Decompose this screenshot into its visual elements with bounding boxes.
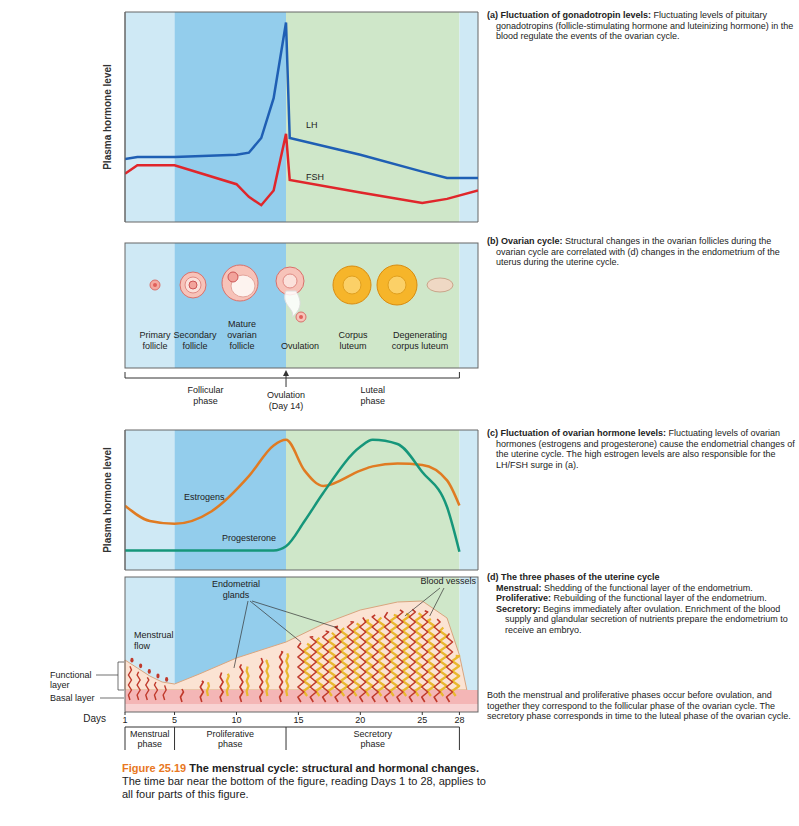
svg-text:Mature: Mature xyxy=(228,319,256,329)
svg-text:ovarian: ovarian xyxy=(227,330,257,340)
html-text:Figure 25.19 The menstrual cyc: Figure 25.19 The menstrual cycle: struct… xyxy=(122,762,479,774)
svg-text:follicle: follicle xyxy=(182,341,207,351)
svg-text:Ovulation: Ovulation xyxy=(267,390,305,400)
svg-text:Degenerating: Degenerating xyxy=(393,330,447,340)
svg-text:Plasma hormone level: Plasma hormone level xyxy=(102,64,113,170)
svg-text:5: 5 xyxy=(172,715,177,725)
svg-text:Basal layer: Basal layer xyxy=(50,693,95,703)
html-text:(a) Fluctuation of gonadotropi: (a) Fluctuation of gonadotropin levels: … xyxy=(487,10,794,41)
svg-text:FSH: FSH xyxy=(306,172,324,182)
svg-text:Primary: Primary xyxy=(140,330,171,340)
svg-text:Follicular: Follicular xyxy=(188,385,224,395)
svg-text:phase: phase xyxy=(193,396,218,406)
svg-text:28: 28 xyxy=(454,715,464,725)
svg-text:(Day 14): (Day 14) xyxy=(269,401,304,411)
svg-text:phase: phase xyxy=(360,739,385,749)
html-text:(c) Fluctuation of ovarian hor: (c) Fluctuation of ovarian hormone level… xyxy=(487,428,795,470)
svg-text:Days: Days xyxy=(83,713,106,724)
svg-text:Secretory: Secretory xyxy=(353,729,392,739)
svg-text:follicle: follicle xyxy=(142,341,167,351)
html-text:Proliferative: Rebuilding of t: Proliferative: Rebuilding of the functio… xyxy=(496,593,767,603)
svg-text:layer: layer xyxy=(50,680,70,690)
svg-text:Menstrual: Menstrual xyxy=(130,729,170,739)
svg-text:Estrogens: Estrogens xyxy=(184,492,225,502)
svg-text:Luteal: Luteal xyxy=(360,385,385,395)
svg-text:Ovulation: Ovulation xyxy=(281,341,319,351)
svg-text:Corpus: Corpus xyxy=(338,330,368,340)
svg-text:25: 25 xyxy=(417,715,427,725)
svg-text:Functional: Functional xyxy=(50,670,92,680)
html-text:(d) The three phases of the ut: (d) The three phases of the uterine cycl… xyxy=(487,572,660,582)
svg-text:phase: phase xyxy=(360,396,385,406)
svg-text:20: 20 xyxy=(355,715,365,725)
html-text:Both the menstrual and prolife: Both the menstrual and proliferative pha… xyxy=(487,690,791,721)
svg-text:Blood vessels: Blood vessels xyxy=(420,576,476,586)
svg-text:flow: flow xyxy=(134,641,151,651)
html-text:Menstrual: Shedding of the fun: Menstrual: Shedding of the functional la… xyxy=(496,582,753,593)
svg-text:phase: phase xyxy=(138,739,163,749)
svg-text:Proliferative: Proliferative xyxy=(207,729,255,739)
svg-text:Menstrual: Menstrual xyxy=(134,630,174,640)
svg-text:LH: LH xyxy=(306,120,318,130)
svg-text:Progesterone: Progesterone xyxy=(222,533,276,543)
svg-text:glands: glands xyxy=(223,590,250,600)
svg-text:phase: phase xyxy=(218,739,243,749)
svg-text:15: 15 xyxy=(293,715,303,725)
html-text:Secretory: Begins immediately: Secretory: Begins immediately after ovul… xyxy=(496,603,788,635)
svg-text:Endometrial: Endometrial xyxy=(212,579,260,589)
html-text:(b) Ovarian cycle: Structural: (b) Ovarian cycle: Structural changes in… xyxy=(487,236,780,267)
svg-text:Plasma hormone level: Plasma hormone level xyxy=(102,447,113,553)
svg-text:luteum: luteum xyxy=(339,341,366,351)
svg-text:Secondary: Secondary xyxy=(173,330,217,340)
svg-text:10: 10 xyxy=(231,715,241,725)
svg-text:1: 1 xyxy=(122,715,127,725)
svg-text:corpus luteum: corpus luteum xyxy=(392,341,449,351)
html-text:The time bar near the bottom o: The time bar near the bottom of the figu… xyxy=(122,775,486,800)
svg-text:follicle: follicle xyxy=(229,341,254,351)
